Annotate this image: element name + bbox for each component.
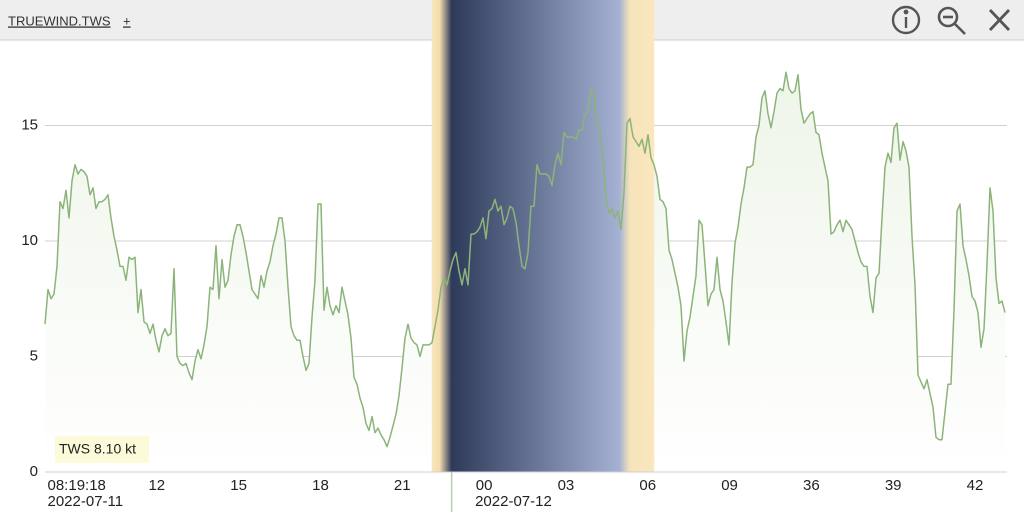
x-tick-label: 09 — [721, 477, 738, 494]
toolbar-items: TRUEWIND.TWS + — [8, 5, 1011, 35]
x-tick-label: 06 — [639, 477, 656, 494]
add-button[interactable]: + — [123, 13, 131, 28]
x-tick-label: 12 — [148, 477, 165, 494]
x-tick-label: 08:19:18 — [48, 477, 106, 494]
series-title[interactable]: TRUEWIND.TWS — [8, 13, 111, 28]
x-tick-label: 39 — [885, 477, 902, 494]
x-tick-label: 15 — [230, 477, 247, 494]
y-tick-label: 10 — [21, 232, 38, 249]
x-tick-label: 42 — [967, 477, 984, 494]
line — [44, 71, 1006, 448]
y-tick-label: 0 — [30, 463, 38, 480]
info-icon[interactable] — [891, 5, 921, 35]
x-tick-label: 36 — [803, 477, 820, 494]
y-tick-label: 5 — [30, 347, 38, 364]
x-tick-label: 18 — [312, 477, 329, 494]
night-band — [431, 0, 655, 472]
date-label: 2022-07-12 — [475, 493, 552, 510]
close-icon[interactable] — [988, 9, 1011, 31]
plot: 0 5 10 15 08:19:18 12 15 18 21 00 03 06 09 36 39 42 2022… — [21, 0, 1007, 512]
tooltip-box — [55, 436, 149, 463]
x-tick-label: 03 — [558, 477, 575, 494]
x-tick-label: 21 — [394, 477, 411, 494]
x-tick-label: 00 — [476, 477, 493, 494]
date-label: 2022-07-11 — [48, 493, 124, 510]
y-tick-label: 15 — [21, 116, 38, 133]
tooltip: TWS 8.10 kt — [59, 441, 136, 457]
zoom-out-icon[interactable] — [937, 6, 966, 35]
